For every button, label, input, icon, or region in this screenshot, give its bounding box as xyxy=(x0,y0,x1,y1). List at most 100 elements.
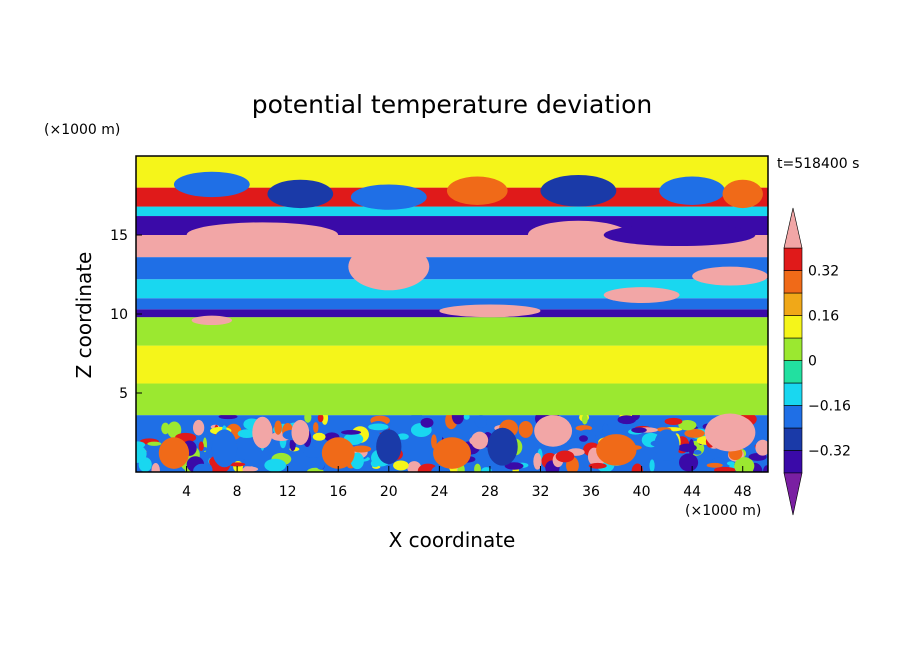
colorbar-segment xyxy=(783,292,803,316)
colorbar-segment xyxy=(783,337,803,361)
anomaly-blob xyxy=(722,179,763,209)
colorbar-label: −0.16 xyxy=(808,399,851,415)
turbulent-cell xyxy=(198,441,204,451)
anomaly-blob xyxy=(376,429,402,465)
time-label: t=518400 s xyxy=(777,156,859,172)
turbulent-cell xyxy=(726,461,735,466)
turbulent-cell xyxy=(533,452,542,470)
anomaly-blob xyxy=(321,437,355,469)
turbulent-cell xyxy=(317,413,324,423)
x-tick-label: 20 xyxy=(380,484,398,500)
anomaly-blob xyxy=(596,434,637,466)
turbulent-cell xyxy=(393,460,409,471)
x-axis-ticks: 4 8 12 16 20 24 28 32 36 40 44 48 xyxy=(182,466,752,500)
anomaly-blob xyxy=(654,429,680,461)
colorbar-bottom-extension xyxy=(783,472,803,516)
turbulent-cell xyxy=(678,453,699,472)
turbulent-cell xyxy=(693,450,702,455)
colorbar-segment xyxy=(783,247,803,271)
turbulent-cell xyxy=(664,417,683,426)
turbulent-cell xyxy=(617,415,637,425)
turbulent-cell xyxy=(368,423,389,431)
turbulent-cell xyxy=(481,467,492,472)
x-tick-label: 4 xyxy=(182,484,191,500)
layer-band xyxy=(136,257,768,280)
x-tick-label: 40 xyxy=(633,484,651,500)
colorbar-label: 0.16 xyxy=(808,309,839,325)
turbulent-cell xyxy=(474,415,488,428)
turbulent-cell xyxy=(463,413,470,420)
layer-band xyxy=(136,206,768,217)
turbulent-cell xyxy=(470,431,489,450)
anomaly-blob xyxy=(186,222,339,248)
turbulent-cell xyxy=(264,458,287,472)
colorbar-segment xyxy=(783,427,803,451)
turbulent-cell xyxy=(370,459,380,468)
x-unit-label: (×1000 m) xyxy=(685,503,761,519)
chart-title: potential temperature deviation xyxy=(252,90,652,119)
contour-plot-area xyxy=(136,156,768,472)
turbulent-cell xyxy=(678,419,697,431)
turbulent-cell xyxy=(431,434,437,449)
colorbar-label: −0.32 xyxy=(808,444,851,460)
turbulent-cell xyxy=(193,463,211,472)
turbulent-cell xyxy=(706,462,723,468)
turbulent-cell xyxy=(474,463,481,472)
colorbar-segment xyxy=(783,450,803,474)
turbulent-cell xyxy=(313,422,319,434)
anomaly-blob xyxy=(158,437,190,469)
y-tick-label: 10 xyxy=(110,307,128,323)
layer-band xyxy=(136,383,768,416)
turbulent-cell xyxy=(631,463,644,472)
turbulent-cell xyxy=(734,457,755,472)
x-tick-label: 32 xyxy=(532,484,550,500)
turbulent-cell xyxy=(248,466,255,472)
anomaly-blob xyxy=(487,427,518,466)
colorbar-label: 0 xyxy=(808,354,817,370)
turbulent-cell xyxy=(229,462,246,467)
turbulent-cell xyxy=(420,417,434,428)
turbulent-cell xyxy=(167,421,182,439)
anomaly-blob xyxy=(291,419,310,446)
anomaly-blob xyxy=(439,304,541,318)
colorbar-top-extension xyxy=(783,207,803,249)
x-tick-label: 44 xyxy=(683,484,701,500)
turbulent-cell xyxy=(555,450,575,463)
anomaly-blob xyxy=(446,176,508,205)
colorbar-segment xyxy=(783,360,803,384)
x-axis-label: X coordinate xyxy=(389,528,516,552)
y-tick-label: 15 xyxy=(110,228,128,244)
turbulent-cell xyxy=(602,423,609,436)
turbulent-cell xyxy=(518,420,533,438)
anomaly-blob xyxy=(173,171,250,198)
turbulent-cell xyxy=(303,446,321,458)
layer-band xyxy=(136,317,768,346)
y-axis-label: Z coordinate xyxy=(72,252,96,379)
x-tick-label: 28 xyxy=(481,484,499,500)
anomaly-blob xyxy=(540,174,617,207)
turbulent-cell xyxy=(575,425,593,432)
turbulent-cell xyxy=(341,430,362,435)
anomaly-blob xyxy=(704,413,756,452)
y-axis-ticks: 5 10 15 xyxy=(110,228,142,402)
turbulent-cell xyxy=(579,466,587,472)
turbulent-cell xyxy=(218,414,238,420)
anomaly-blob xyxy=(267,179,334,209)
turbulent-cell xyxy=(631,427,647,433)
turbulent-cell xyxy=(763,465,768,472)
turbulent-cell xyxy=(274,420,282,435)
colorbar-segment xyxy=(783,270,803,294)
turbulent-cell xyxy=(504,462,524,470)
turbulent-cell xyxy=(677,443,697,453)
x-tick-label: 12 xyxy=(279,484,297,500)
anomaly-blob xyxy=(527,220,629,250)
turbulent-cell xyxy=(147,441,162,446)
y-tick-label: 5 xyxy=(119,386,128,402)
layer-band xyxy=(136,298,768,310)
layer-band xyxy=(136,345,768,384)
turbulent-cell xyxy=(136,445,147,463)
turbulent-cell xyxy=(136,441,146,449)
x-tick-label: 8 xyxy=(233,484,242,500)
turbulent-cell xyxy=(588,462,607,469)
